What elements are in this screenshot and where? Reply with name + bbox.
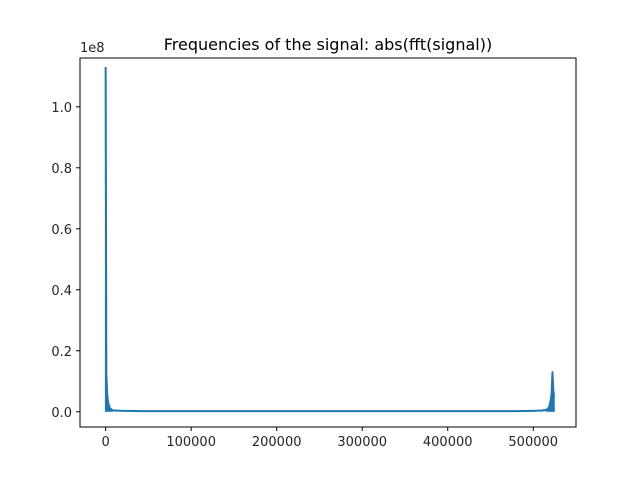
y-tick-label: 0.6	[51, 223, 72, 238]
x-axis: 0 100000 200000 300000 400000 500000	[102, 427, 558, 450]
y-tick-label: 0.4	[51, 284, 72, 299]
x-tick-label: 0	[102, 435, 110, 450]
x-tick-label: 100000	[166, 435, 216, 450]
y-tick-label: 0.0	[51, 406, 72, 421]
y-tick-label: 0.8	[51, 162, 72, 177]
x-tick-label: 300000	[337, 435, 387, 450]
x-tick-label: 400000	[423, 435, 473, 450]
y-tick-label: 0.2	[51, 345, 72, 360]
chart-title: Frequencies of the signal: abs(fft(signa…	[164, 35, 492, 54]
y-axis: 0.0 0.2 0.4 0.6 0.8 1.0	[51, 101, 80, 421]
y-axis-scale-label: 1e8	[80, 41, 105, 56]
x-tick-label: 500000	[508, 435, 558, 450]
plot-frame	[79, 57, 577, 428]
x-tick-label: 200000	[252, 435, 302, 450]
data-layer	[104, 67, 556, 413]
y-tick-label: 1.0	[51, 101, 72, 116]
